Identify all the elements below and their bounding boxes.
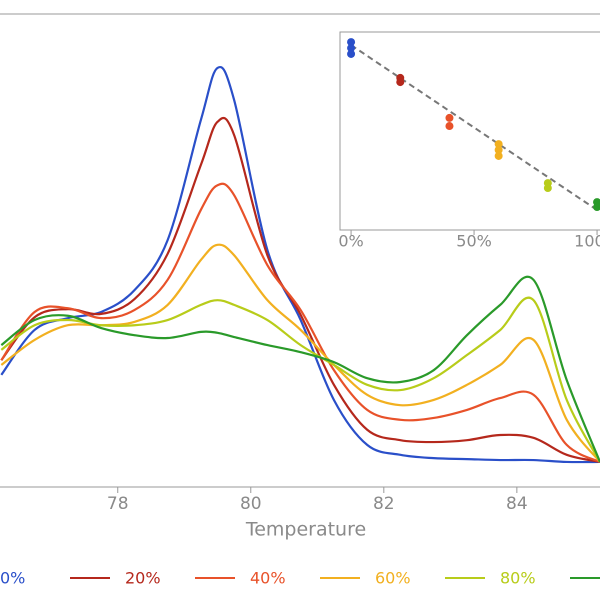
- inset-point: [543, 184, 552, 193]
- inset-point: [445, 113, 454, 122]
- inset-point: [494, 140, 503, 149]
- melt-curve: [0, 66, 600, 464]
- x-tick-label: 80: [240, 494, 262, 514]
- legend-label: 40%: [250, 569, 286, 588]
- inset-point: [347, 38, 356, 47]
- inset-point: [494, 146, 503, 155]
- inset-point: [347, 49, 356, 58]
- inset-point: [494, 151, 503, 160]
- legend-label: 60%: [375, 569, 411, 588]
- inset-frame: [339, 31, 600, 231]
- inset-point: [445, 122, 454, 131]
- melt-curve: [0, 116, 600, 464]
- legend-label: 0%: [0, 569, 25, 588]
- legend-label: 20%: [125, 569, 161, 588]
- inset-point: [347, 44, 356, 53]
- x-tick-label: 78: [107, 494, 129, 514]
- inset-x-tick-label: 50%: [456, 232, 492, 251]
- x-tick-label: 84: [506, 494, 528, 514]
- melt-curve: [0, 275, 600, 463]
- legend-label: 80%: [500, 569, 536, 588]
- inset-point: [593, 203, 600, 212]
- melt-curve: [0, 182, 600, 463]
- inset-x-tick-label: 0%: [338, 232, 363, 251]
- x-axis-label: Temperature: [245, 519, 366, 541]
- inset-point: [396, 78, 405, 87]
- inset-x-tick-label: 100%: [574, 232, 600, 251]
- melt-curve: [0, 296, 600, 463]
- x-tick-label: 82: [373, 494, 395, 514]
